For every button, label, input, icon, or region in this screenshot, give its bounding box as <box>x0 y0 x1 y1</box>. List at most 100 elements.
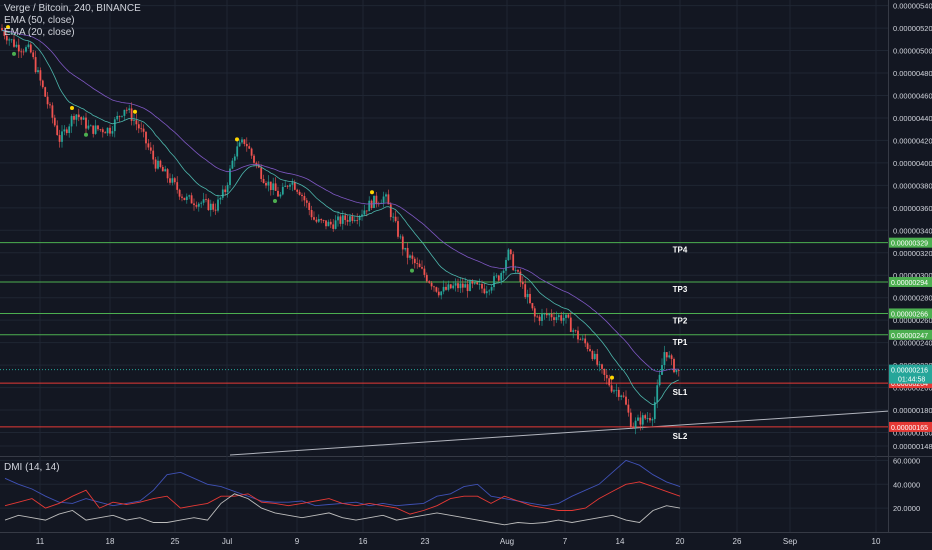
candle-body <box>622 395 625 397</box>
candle-body <box>231 160 234 169</box>
candle-body <box>526 293 529 298</box>
price-tick-label: 0.00000460 <box>893 91 932 100</box>
candle-body <box>238 142 241 147</box>
candle-body <box>214 209 217 211</box>
candle-body <box>644 415 647 419</box>
candle-body <box>1 28 3 31</box>
signal-dot <box>70 105 74 110</box>
candle-body <box>140 128 143 130</box>
candle-body <box>193 203 195 206</box>
candle-body <box>272 183 275 191</box>
time-tick-label: 10 <box>872 537 881 546</box>
candle-body <box>620 395 623 397</box>
candle-body <box>545 313 548 316</box>
candle-body <box>601 364 603 369</box>
price-levels[interactable]: TP4 TP3 TP2 TP1 SL1 SL2 <box>0 242 888 441</box>
dmi-line-1[interactable] <box>4 481 681 515</box>
candle-body <box>341 215 344 224</box>
ema50-line[interactable] <box>1 30 679 372</box>
candle-body <box>135 120 138 125</box>
level-price-tag-text: 0.00000329 <box>891 241 928 248</box>
candle-body <box>394 216 397 222</box>
candle-body <box>332 224 335 229</box>
price-tick-label: 0.00000180 <box>893 406 932 415</box>
time-axis[interactable]: 11 18 25 Jul 9 16 23 Aug 7 14 20 26 Sep 10 <box>36 537 881 546</box>
candle-body <box>358 216 361 221</box>
candle-body <box>188 195 191 197</box>
candle-body <box>548 314 551 316</box>
candle-body <box>58 135 61 142</box>
candle-body <box>615 389 618 391</box>
candle-body <box>241 139 243 143</box>
candle-body <box>209 203 212 211</box>
level-label-tp2: TP2 <box>673 316 688 325</box>
candle-body <box>337 216 339 221</box>
candle-body <box>245 143 248 147</box>
candle-body <box>243 139 246 144</box>
candle-body <box>435 287 438 292</box>
candle-body <box>53 117 56 126</box>
symbol-title[interactable]: Verge / Bitcoin, 240, BINANCE <box>4 3 141 14</box>
price-tick-label: 0.00000400 <box>893 159 932 168</box>
candle-body <box>562 317 565 321</box>
dmi-tick-label: 20.0000 <box>893 504 920 513</box>
signal-dot <box>273 198 277 203</box>
candle-body <box>178 189 181 197</box>
candle-body <box>533 308 536 317</box>
candle-body <box>5 35 8 41</box>
time-tick-label: 11 <box>36 537 45 546</box>
candle-body <box>649 417 651 421</box>
price-series[interactable] <box>1 24 680 435</box>
price-tick-label: 0.00000260 <box>893 316 932 325</box>
candle-body <box>495 275 498 277</box>
price-tick-label: 0.00000480 <box>893 69 932 78</box>
candle-body <box>461 283 464 288</box>
time-tick-label: Jul <box>222 537 232 546</box>
ema20-legend[interactable]: EMA (20, close) <box>4 27 75 38</box>
candle-body <box>387 194 390 205</box>
candle-body <box>639 417 642 425</box>
candle-body <box>82 117 85 120</box>
ema50-legend[interactable]: EMA (50, close) <box>4 15 75 26</box>
price-tick-label: 0.00000540 <box>893 2 932 11</box>
candle-body <box>500 273 503 281</box>
bar-countdown: 01:44:58 <box>898 377 925 384</box>
candle-body <box>634 420 637 428</box>
candle-body <box>661 365 663 375</box>
signal-dot <box>6 25 10 30</box>
time-tick-label: 20 <box>676 537 685 546</box>
dmi-legend[interactable]: DMI (14, 14) <box>4 462 60 473</box>
price-tick-label: 0.00000160 <box>893 429 932 438</box>
candle-body <box>425 274 428 282</box>
candle-body <box>632 427 635 428</box>
signal-dot <box>84 132 88 137</box>
signal-dot <box>410 268 414 273</box>
candle-body <box>85 117 87 129</box>
candle-body <box>46 96 49 105</box>
candle-body <box>625 396 627 405</box>
ema20-line[interactable] <box>1 30 679 406</box>
dmi-line-2[interactable] <box>4 493 681 526</box>
candle-body <box>70 116 73 127</box>
candle-body <box>536 316 539 318</box>
candle-body <box>637 417 639 421</box>
candle-body <box>217 199 219 211</box>
current-price-tag <box>889 364 932 384</box>
candle-body <box>447 284 450 290</box>
candle-body <box>521 281 524 285</box>
support-trendline[interactable] <box>229 410 889 456</box>
candle-body <box>116 115 119 120</box>
candle-body <box>529 293 531 304</box>
candle-body <box>39 70 42 81</box>
dmi-panel[interactable] <box>4 459 681 526</box>
candle-body <box>233 156 236 161</box>
candle-body <box>274 183 277 191</box>
candle-body <box>325 220 327 227</box>
candle-body <box>262 178 265 183</box>
trendline[interactable] <box>229 410 889 456</box>
candle-body <box>104 132 107 134</box>
price-tick-label: 0.00000148 <box>893 442 932 451</box>
candle-body <box>293 182 296 190</box>
candle-body <box>236 146 239 157</box>
